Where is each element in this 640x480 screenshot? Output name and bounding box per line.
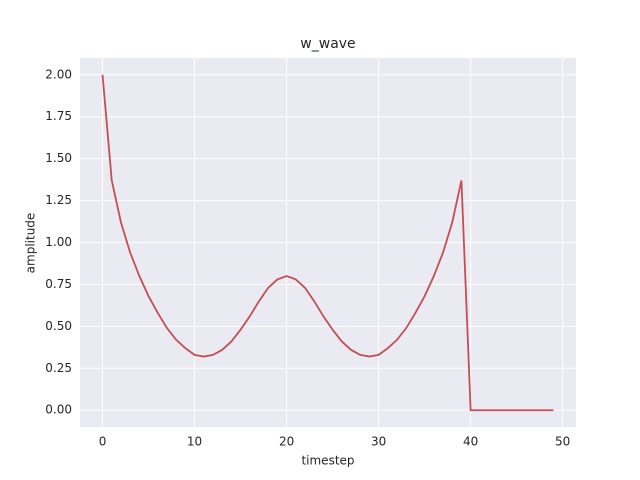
x-tick-label: 0	[99, 435, 107, 449]
y-tick-label: 0.25	[45, 361, 72, 375]
chart-title: w_wave	[300, 36, 355, 52]
y-tick-label: 0.00	[45, 403, 72, 417]
y-tick-label: 2.00	[45, 67, 72, 81]
y-tick-label: 1.25	[45, 193, 72, 207]
y-axis-label: amplitude	[24, 213, 38, 274]
x-tick-label: 40	[463, 435, 478, 449]
y-tick-label: 1.75	[45, 109, 72, 123]
x-axis-label: timestep	[301, 454, 354, 468]
x-tick-label: 10	[187, 435, 202, 449]
x-tick-label: 20	[279, 435, 294, 449]
x-tick-label: 30	[371, 435, 386, 449]
y-tick-label: 0.50	[45, 319, 72, 333]
y-tick-label: 0.75	[45, 277, 72, 291]
y-tick-label: 1.00	[45, 235, 72, 249]
x-tick-label: 50	[555, 435, 570, 449]
data-line	[101, 74, 554, 412]
y-tick-label: 1.50	[45, 151, 72, 165]
